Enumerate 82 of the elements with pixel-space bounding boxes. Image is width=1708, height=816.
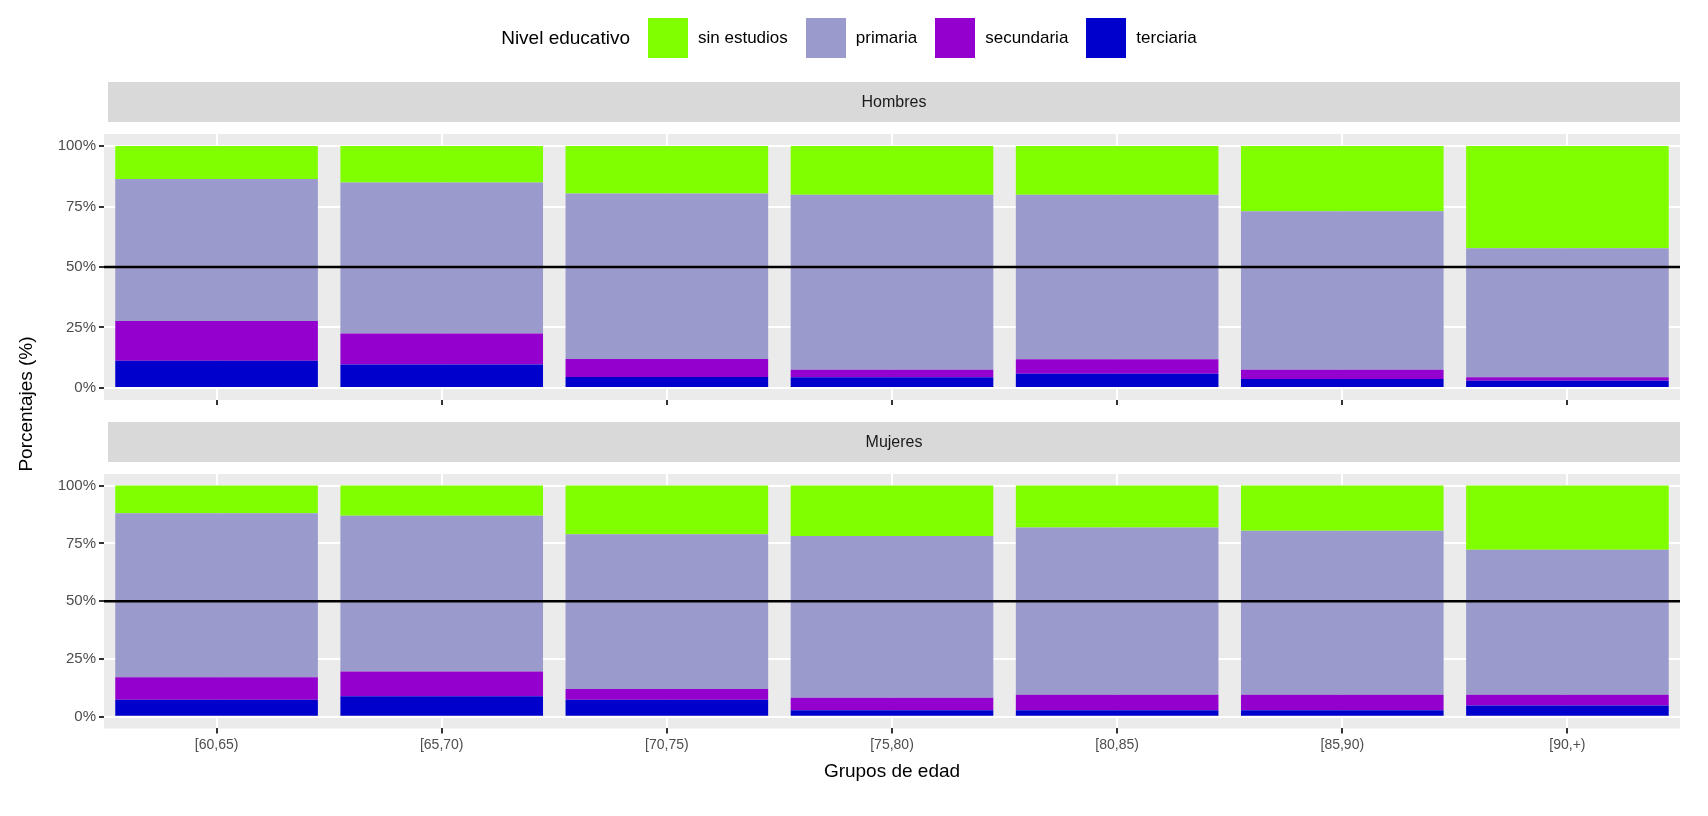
y-tick-label: 50% xyxy=(65,257,96,275)
bar xyxy=(565,193,769,359)
bar xyxy=(1240,530,1444,695)
bar xyxy=(340,182,544,334)
y-tick-label: 25% xyxy=(65,649,96,667)
bar xyxy=(565,689,769,700)
bar xyxy=(340,515,544,672)
bar xyxy=(790,485,994,536)
bar xyxy=(565,377,769,387)
legend-label: primaria xyxy=(855,28,918,48)
bar xyxy=(1240,369,1444,379)
x-axis-title: Grupos de edad xyxy=(823,759,961,781)
bar xyxy=(565,358,769,378)
bar xyxy=(340,364,544,387)
y-tick-label: 25% xyxy=(65,317,96,335)
bar xyxy=(1240,378,1444,387)
bar xyxy=(1466,380,1669,387)
x-tick-label: [70,75) xyxy=(645,735,689,752)
bar xyxy=(1466,146,1669,249)
y-tick-label: 75% xyxy=(65,533,96,551)
bar xyxy=(115,360,318,387)
legend-title: Nivel educativo xyxy=(501,27,630,49)
y-tick-label: 0% xyxy=(74,378,96,396)
bar xyxy=(790,369,994,378)
bar xyxy=(1466,248,1669,378)
x-tick-label: [85,90) xyxy=(1320,735,1365,752)
bar xyxy=(1015,485,1219,528)
bar xyxy=(115,320,318,361)
bar xyxy=(790,377,994,387)
x-tick-label: [80,85) xyxy=(1095,735,1139,752)
y-tick-label: 100% xyxy=(57,136,96,154)
bar xyxy=(1015,710,1219,716)
bar xyxy=(790,710,994,716)
bar xyxy=(340,485,544,516)
x-tick-label: [90,+) xyxy=(1549,735,1586,752)
bar xyxy=(115,699,318,716)
bar xyxy=(565,534,769,690)
y-tick-label: 50% xyxy=(65,591,96,609)
bar xyxy=(1466,705,1669,716)
bar xyxy=(115,178,318,321)
y-tick-label: 75% xyxy=(65,196,96,214)
bar xyxy=(1015,694,1219,711)
bar xyxy=(1015,373,1219,387)
bar xyxy=(1015,146,1219,195)
bar xyxy=(115,485,318,514)
legend-label: sin estudios xyxy=(698,28,788,48)
y-tick-label: 0% xyxy=(74,706,96,724)
bar xyxy=(565,485,769,535)
bar xyxy=(115,146,318,179)
bar xyxy=(1240,146,1444,212)
x-tick-label: [75,80) xyxy=(870,735,914,752)
bar xyxy=(1466,694,1669,706)
y-tick-label: 100% xyxy=(57,475,96,493)
bar xyxy=(115,513,318,678)
bar xyxy=(790,146,994,195)
bar xyxy=(340,333,544,365)
bar xyxy=(1240,710,1444,716)
bar xyxy=(1240,485,1444,531)
bar xyxy=(790,535,994,698)
chart-title: Hombres xyxy=(108,82,1680,122)
chart-title: Mujeres xyxy=(108,422,1680,462)
legend-label: secundaria xyxy=(985,28,1069,48)
bar xyxy=(1015,527,1219,695)
bar xyxy=(1466,549,1669,695)
bar xyxy=(1466,377,1669,381)
bar xyxy=(1240,694,1444,711)
bar xyxy=(340,671,544,697)
x-tick-label: [65,70) xyxy=(419,735,464,752)
bar xyxy=(1240,211,1444,370)
bar xyxy=(565,699,769,716)
bar xyxy=(1015,194,1219,360)
x-tick-label: [60,65) xyxy=(194,735,239,752)
bar xyxy=(790,697,994,711)
bar xyxy=(115,677,318,700)
bar xyxy=(565,146,769,194)
bar xyxy=(1015,359,1219,374)
bar xyxy=(340,696,544,716)
bar xyxy=(340,146,544,183)
legend-label: terciaria xyxy=(1136,28,1197,48)
bar xyxy=(790,194,994,370)
y-axis-title: Porcentajes (%) xyxy=(15,336,37,472)
bar xyxy=(1466,485,1669,550)
